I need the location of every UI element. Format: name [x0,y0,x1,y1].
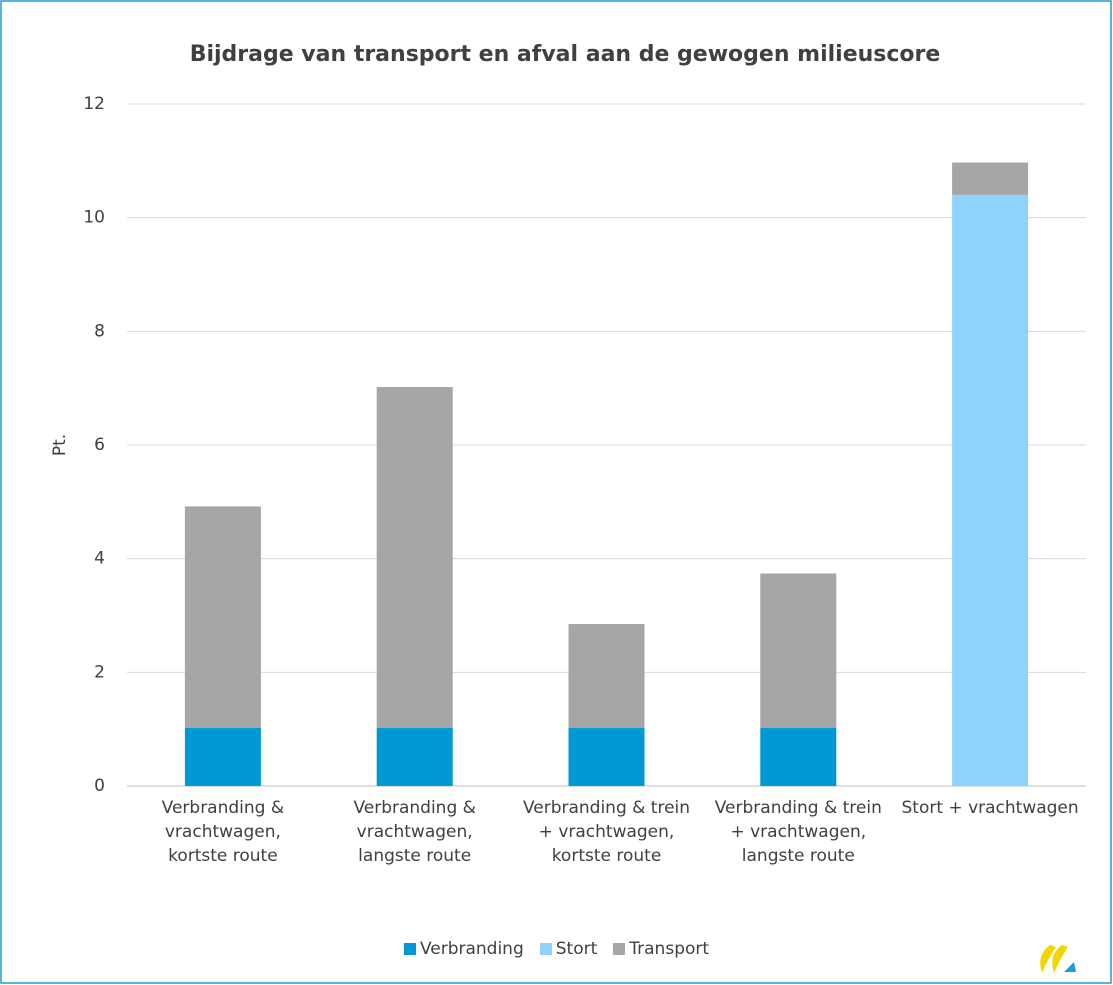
legend-item: Transport [613,939,709,959]
y-tick-label: 6 [94,435,105,455]
y-tick-label: 0 [94,776,105,796]
bar-segment [568,728,645,786]
bar-segment [952,194,1029,786]
legend-item: Stort [539,939,598,959]
y-tick-label: 10 [83,208,105,228]
legend-swatch [403,943,416,955]
y-axis-label: Pt. [50,434,70,456]
legend-item: Verbranding [403,939,524,959]
logo [1040,945,1076,973]
bar-segment [376,728,453,786]
x-tick-label: Verbranding & vrachtwagen, kortste route [161,798,285,866]
legend-swatch [539,943,552,955]
bar-segment [952,162,1029,195]
x-tick-label: Verbranding & trein + vrachtwagen, korts… [522,798,691,866]
bar-segment [184,728,261,786]
legend-label: Stort [555,939,598,959]
legend-label: Verbranding [419,939,524,959]
x-tick-label: Verbranding & vrachtwagen, langste route [353,798,476,866]
y-tick-label: 2 [94,662,105,682]
bar-segment [760,728,837,786]
bar-segment [376,387,453,729]
bar-segment [760,573,837,729]
legend: Verbranding Stort Transport [0,939,1113,959]
x-tick-label: Stort + vrachtwagen [901,798,1079,818]
bar-segment [184,506,261,729]
y-tick-label: 12 [83,94,105,114]
y-tick-label: 4 [94,549,105,569]
legend-label: Transport [629,939,710,959]
chart-title: Bijdrage van transport en afval aan de g… [190,42,941,67]
x-tick-label: Verbranding & trein + vrachtwagen, langs… [714,798,882,866]
legend-swatch [613,943,626,955]
y-tick-label: 8 [94,321,105,341]
bar-segment [568,624,645,729]
